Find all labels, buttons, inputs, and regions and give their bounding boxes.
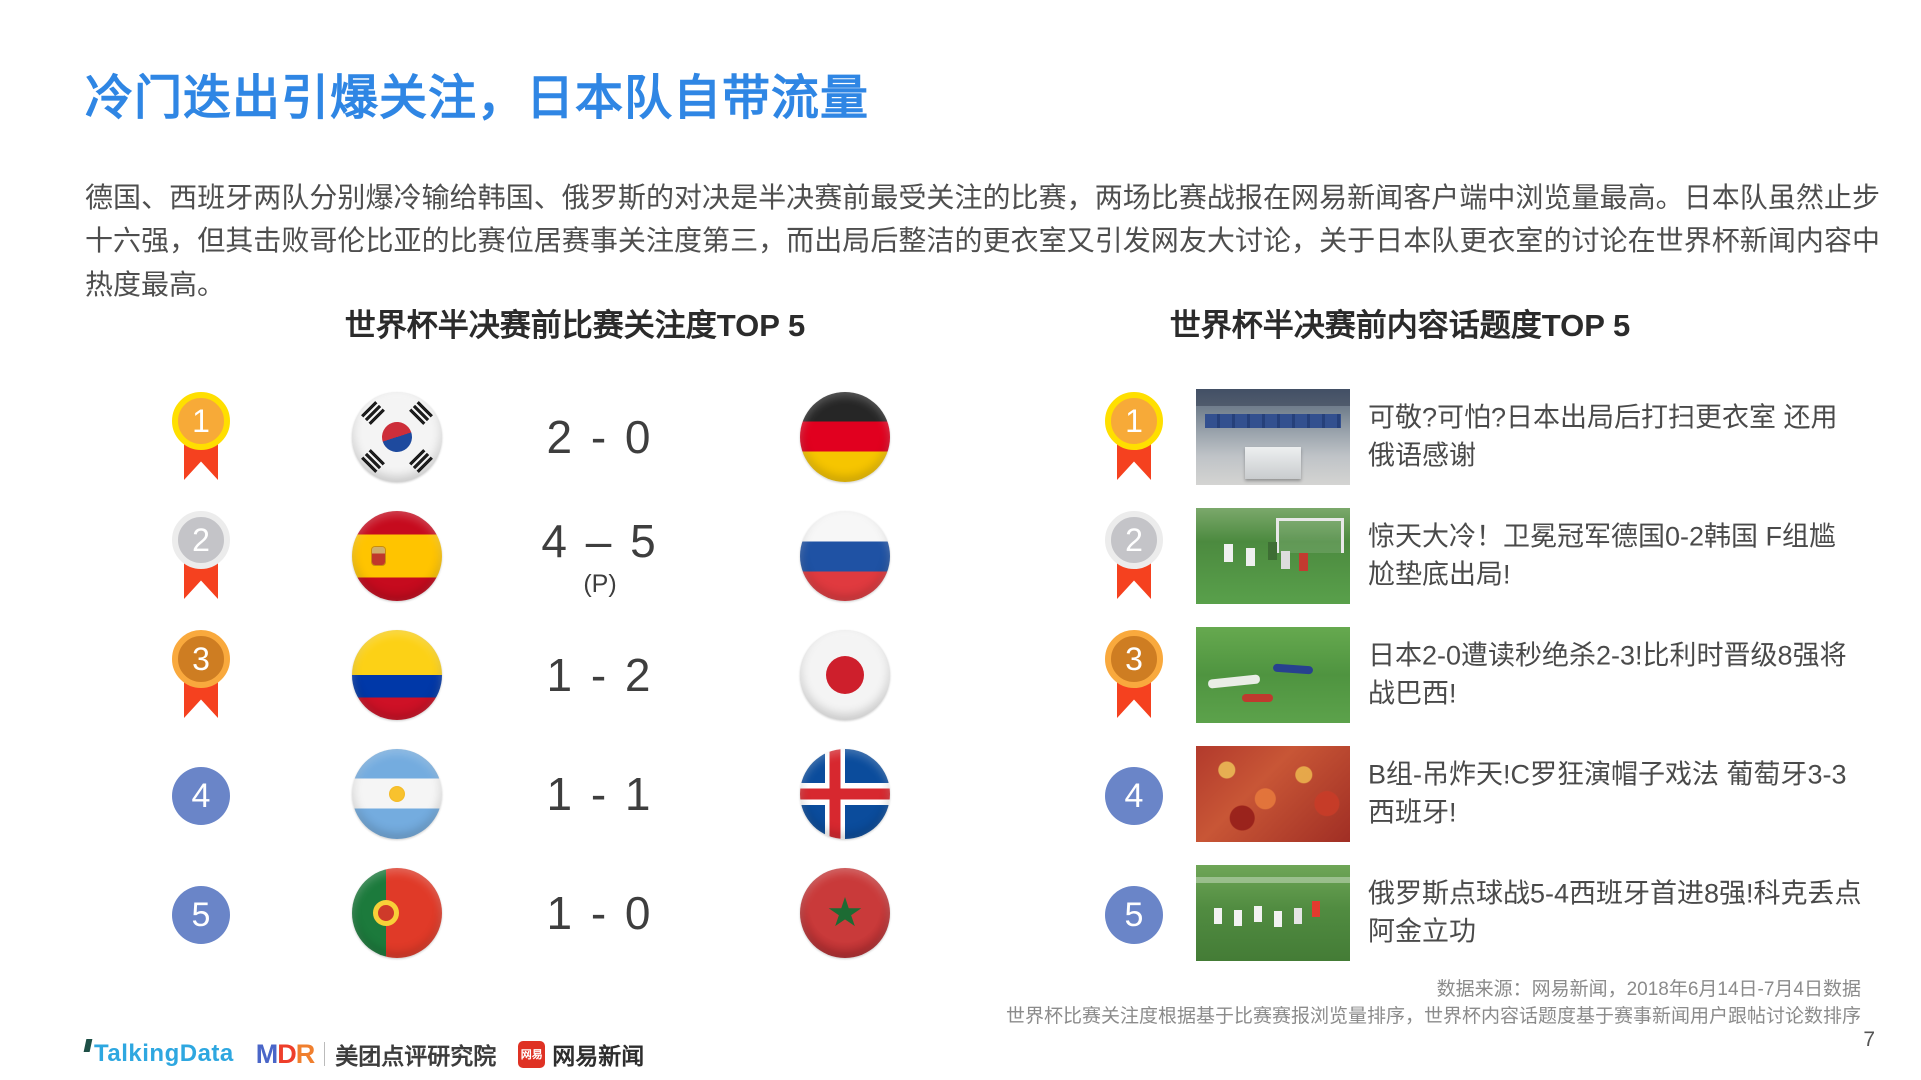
flag-morocco-icon — [800, 868, 890, 958]
flag-japan-icon — [800, 630, 890, 720]
meituan-dianping-institute-logo: 美团点评研究院 — [335, 1043, 497, 1069]
japan-sun-disc — [826, 656, 864, 694]
flag-colombia-icon — [352, 630, 442, 720]
medal-rank-1-icon: 1 — [1105, 392, 1163, 488]
argentina-sun — [389, 786, 405, 802]
logo-divider — [324, 1042, 326, 1066]
topic-row-1: 1 可敬?可怕?日本出局后打扫更衣室 还用俄语感谢 — [1060, 378, 1900, 496]
match-score: 1 - 2 — [546, 649, 654, 701]
rank-number: 3 — [1105, 630, 1163, 688]
flag-portugal-icon — [352, 868, 442, 958]
left-panel-header: 世界杯半决赛前比赛关注度TOP 5 — [344, 308, 806, 343]
topic-row-3: 3 日本2-0遭读秒绝杀2-3!比利时晋级8强将战巴西! — [1060, 616, 1900, 734]
mdr-logo: MDR — [255, 1038, 315, 1069]
taeguk-icon — [378, 418, 416, 456]
page-title: 冷门迭出引爆关注，日本队自带流量 — [85, 72, 870, 125]
medal-rank-1-icon: 1 — [172, 392, 230, 488]
flag-iceland-icon — [800, 749, 890, 839]
flag-spain-icon — [352, 511, 442, 601]
rank-number: 1 — [1105, 392, 1163, 450]
rank-4-badge: 4 — [1105, 749, 1163, 845]
morocco-star — [828, 897, 862, 927]
match-row-1: 1 2 - 0 — [0, 378, 980, 496]
topic-headline: 日本2-0遭读秒绝杀2-3!比利时晋级8强将战巴西! — [1368, 640, 1847, 709]
topic-headline: 惊天大冷！卫冕冠军德国0-2韩国 F组尴尬垫底出局! — [1368, 521, 1837, 590]
portugal-emblem — [373, 900, 399, 926]
netease-badge-icon: 网易 — [518, 1040, 546, 1068]
photo-germany-korea-match — [1196, 508, 1350, 604]
match-score: 1 - 0 — [546, 887, 654, 939]
match-score: 2 - 0 — [546, 411, 654, 463]
rank-number: 4 — [1105, 767, 1163, 825]
source-line-2: 世界杯比赛关注度根据基于比赛赛报浏览量排序，世界杯内容话题度基于赛事新闻用户跟帖… — [1005, 1006, 1861, 1027]
photo-japan-belgium-match — [1196, 627, 1350, 723]
rank-number: 1 — [172, 392, 230, 450]
match-score: 1 - 1 — [546, 768, 654, 820]
photo-japan-locker-room — [1196, 389, 1350, 485]
medal-rank-3-icon: 3 — [172, 630, 230, 726]
medal-rank-3-icon: 3 — [1105, 630, 1163, 726]
rank-4-badge: 4 — [172, 749, 230, 845]
match-row-2: 2 4 – 5 (P) — [0, 497, 980, 615]
match-row-4: 4 1 - 1 — [0, 735, 980, 853]
rank-number: 4 — [172, 767, 230, 825]
rank-5-badge: 5 — [1105, 868, 1163, 964]
logo-bar: TalkingData MDR 美团点评研究院 网易 网易新闻 — [83, 1038, 645, 1070]
topic-row-5: 5 俄罗斯点球战5-4西班牙首进8强!科克丢点阿金立功 — [1060, 854, 1900, 972]
flag-argentina-icon — [352, 749, 442, 839]
flag-south-korea-icon — [352, 392, 442, 482]
topic-row-4: 4 B组-吊炸天!C罗狂演帽子戏法 葡萄牙3-3西班牙! — [1060, 735, 1900, 853]
talkingdata-logo: TalkingData — [94, 1040, 234, 1067]
match-row-5: 5 1 - 0 — [0, 854, 980, 972]
medal-rank-2-icon: 2 — [172, 511, 230, 607]
right-panel-header: 世界杯半决赛前内容话题度TOP 5 — [1169, 308, 1631, 343]
netease-news-logo: 网易新闻 — [552, 1043, 645, 1069]
rank-number: 5 — [172, 886, 230, 944]
flag-germany-icon — [800, 392, 890, 482]
topic-headline: 可敬?可怕?日本出局后打扫更衣室 还用俄语感谢 — [1368, 402, 1838, 471]
topic-row-2: 2 惊天大冷！卫冕冠军德国0-2韩国 F组尴尬垫底出局! — [1060, 497, 1900, 615]
spain-emblem — [372, 547, 385, 565]
topic-headline: B组-吊炸天!C罗狂演帽子戏法 葡萄牙3-3西班牙! — [1368, 759, 1847, 828]
rank-number: 2 — [1105, 511, 1163, 569]
match-score: 4 – 5 (P) — [541, 514, 659, 598]
body-paragraph: 德国、西班牙两队分别爆冷输给韩国、俄罗斯的对决是半决赛前最受关注的比赛，两场比赛… — [85, 182, 1880, 300]
rank-number: 3 — [172, 630, 230, 688]
topic-headline: 俄罗斯点球战5-4西班牙首进8强!科克丢点阿金立功 — [1368, 878, 1862, 947]
data-source-note: 数据来源：网易新闻，2018年6月14日-7月4日数据 世界杯比赛关注度根据基于… — [1006, 976, 1861, 1030]
page-number: 7 — [1863, 1028, 1875, 1051]
rank-number: 2 — [172, 511, 230, 569]
match-row-3: 3 1 - 2 — [0, 616, 980, 734]
flag-russia-icon — [800, 511, 890, 601]
talkingdata-mark-icon — [83, 1039, 93, 1052]
rank-5-badge: 5 — [172, 868, 230, 964]
rank-number: 5 — [1105, 886, 1163, 944]
medal-rank-2-icon: 2 — [1105, 511, 1163, 607]
source-line-1: 数据来源：网易新闻，2018年6月14日-7月4日数据 — [1436, 979, 1861, 1000]
photo-portugal-spain-fans — [1196, 746, 1350, 842]
photo-russia-spain-penalty — [1196, 865, 1350, 961]
